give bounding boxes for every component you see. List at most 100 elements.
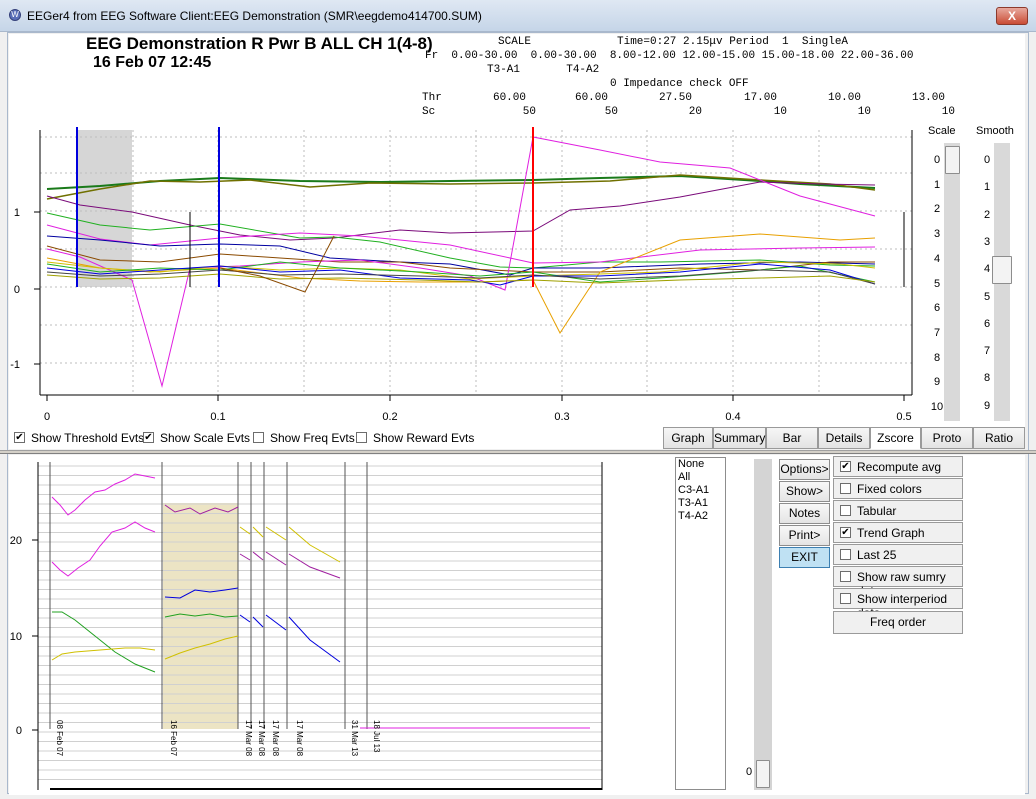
series-line [51,521,156,577]
series-line [164,635,239,660]
session-labels: 08 Feb 07 16 Feb 07 17 Mar 08 17 Mar 08 17 M… [55,720,381,757]
thr-value: 17.00 [743,92,777,104]
x-tick-label: 0.2 [382,411,397,423]
y-tick-label: 1 [14,207,20,219]
smooth-tick: 3 [983,235,991,248]
option-row[interactable]: ✔ Trend Graph [833,522,963,543]
tab-ratio[interactable]: Ratio [973,427,1025,449]
upper-ticks: 1 0 -1 0 0.1 0.2 0.3 0.4 0.5 [10,207,911,423]
tab-proto[interactable]: Proto [921,427,973,449]
option-checkbox[interactable]: ✔ [840,527,851,538]
option-checkbox[interactable] [840,483,851,494]
channel-list[interactable]: None All C3-A1 T3-A1 T4-A2 [675,457,726,790]
sc-value: 50 [522,106,536,118]
event-checkbox-label: Show Threshold Evts [31,431,145,445]
sc-value: 10 [773,106,787,118]
thr-label: Thr [422,92,442,104]
option-row[interactable]: Show raw sumry data [833,566,963,598]
event-checkbox-label: Show Scale Evts [160,431,251,445]
option-checkbox[interactable] [840,593,851,604]
title-bar: W EEGer4 from EEG Software Client:EEG De… [0,0,1036,32]
tab-details[interactable]: Details [818,427,870,449]
option-row[interactable]: Tabular [833,500,963,521]
event-checkbox[interactable] [356,432,367,443]
thr-value: 27.50 [658,92,692,104]
session-separators [49,462,368,729]
channel-item[interactable]: T3-A1 [678,497,708,509]
series-line [288,553,341,579]
sites-line: T3-A1 T4-A2 [487,64,600,76]
sc-value: 50 [604,106,618,118]
close-button[interactable]: X [996,7,1028,25]
tab-graph[interactable]: Graph [663,427,713,449]
print-button[interactable]: Print> [779,525,830,546]
channel-item[interactable]: All [678,471,691,483]
upper-chart: 1 0 -1 0 0.1 0.2 0.3 0.4 0.5 [10,127,913,423]
series-line [288,526,341,563]
window-title: EEGer4 from EEG Software Client:EEG Demo… [27,9,482,23]
option-checkbox[interactable] [840,571,851,582]
option-checkbox[interactable] [840,549,851,560]
y-tick-label: 10 [10,631,22,643]
tab-summary[interactable]: Summary [713,427,766,449]
series-line [46,235,876,276]
event-checkbox[interactable]: ✔ [14,432,25,443]
x-tick-label: 0 [44,411,50,423]
event-checkbox-label: Show Reward Evts [373,431,475,445]
scale-slider-track[interactable] [944,143,960,421]
channel-item[interactable]: C3-A1 [678,484,710,496]
scale-tick: 3 [933,228,941,241]
smooth-tick: 1 [983,181,991,194]
option-row[interactable]: ✔ Recompute avg [833,456,963,477]
show-button[interactable]: Show> [779,481,830,502]
option-row[interactable]: Show interperiod data [833,588,963,620]
sc-value: 20 [688,106,702,118]
smooth-tick: 6 [983,317,991,330]
y-tick-label: 20 [10,535,22,547]
smooth-slider-thumb[interactable] [992,256,1012,284]
channel-item[interactable]: T4-A2 [678,510,708,522]
scale-label: Scale [928,125,956,137]
session-label: 17 Mar 08 [257,720,266,757]
thr-value: 60.00 [492,92,526,104]
scale-slider-thumb[interactable] [945,146,960,174]
option-row[interactable]: Fixed colors [833,478,963,499]
series-line [164,587,239,599]
event-checkbox[interactable]: ✔ [143,432,154,443]
series-line [46,136,876,388]
tab-zscore[interactable]: Zscore [870,427,921,449]
scale-tick: 10 [930,401,944,413]
event-checkbox-label: Show Freq Evts [270,431,355,445]
thr-value: 13.00 [911,92,945,104]
smooth-tick: 9 [983,399,991,412]
option-checkbox[interactable]: ✔ [840,461,851,472]
vertical-slider-thumb[interactable] [756,760,770,788]
series-line [46,263,876,286]
session-label: 17 Mar 08 [295,720,304,757]
exit-button[interactable]: EXIT [779,547,830,568]
event-checkbox[interactable] [253,432,264,443]
notes-button[interactable]: Notes [779,503,830,524]
lower-grid [38,465,602,780]
series-line [52,611,156,673]
freq-order-button[interactable]: Freq order [833,611,963,634]
series-line [164,613,239,618]
vertical-slider-track[interactable] [754,459,772,790]
series-line [46,174,876,200]
session-label: 16 Feb 07 [169,720,178,757]
sc-value: 10 [941,106,955,118]
impedance-line: 0 Impedance check OFF [610,78,749,90]
series-line [46,269,876,285]
option-row[interactable]: Last 25 [833,544,963,565]
smooth-tick: 8 [983,372,991,385]
options-button[interactable]: Options> [779,459,830,480]
series-line [252,551,264,561]
option-checkbox[interactable] [840,505,851,516]
series-line [239,526,251,535]
channel-item[interactable]: None [678,458,705,470]
series-line [265,551,287,566]
session-label: 17 Mar 08 [244,720,253,757]
tab-bar[interactable]: Bar [766,427,818,449]
thr-value: 60.00 [574,92,608,104]
series-line [265,614,287,631]
